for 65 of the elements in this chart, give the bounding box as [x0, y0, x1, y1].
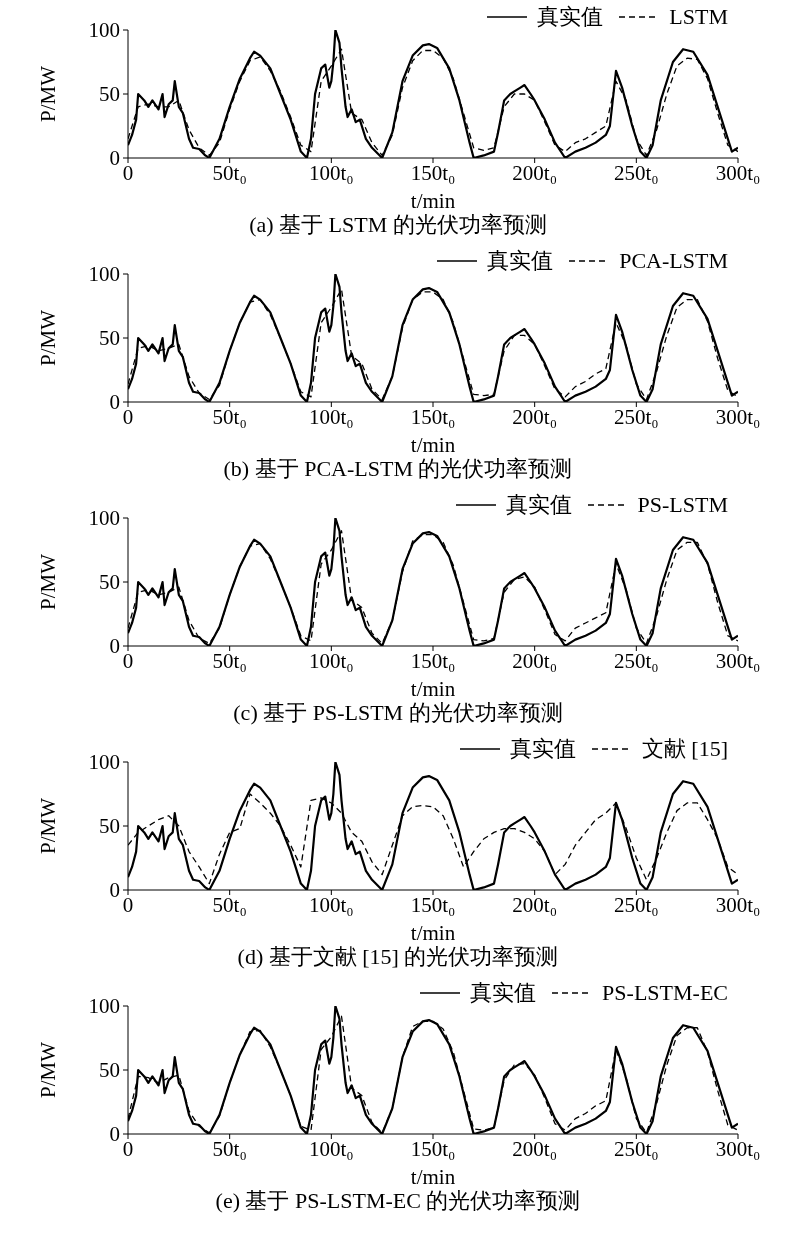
legend-label: 真实值: [505, 491, 572, 519]
x-tick-label: 300t₀: [715, 404, 761, 429]
x-tick-label: 200t₀: [512, 1136, 557, 1161]
x-tick-label: 200t₀: [512, 648, 557, 673]
legend-label: PCA-LSTM: [619, 248, 728, 274]
x-tick-label: 50t₀: [212, 160, 247, 185]
x-tick-label: 200t₀: [512, 892, 557, 917]
x-tick-label: 150t₀: [410, 648, 456, 673]
y-tick-label: 50: [99, 570, 120, 595]
legend-label: 真实值: [470, 979, 537, 1007]
legend-label: LSTM: [669, 4, 728, 30]
x-tick-label: 50t₀: [212, 648, 247, 673]
x-tick-label: 250t₀: [614, 404, 659, 429]
x-tick-label: 300t₀: [715, 160, 761, 185]
x-tick-label: 250t₀: [614, 160, 659, 185]
x-tick-label: 50t₀: [212, 892, 247, 917]
x-tick-label: 300t₀: [715, 648, 761, 673]
x-tick-label: 100t₀: [309, 404, 354, 429]
y-axis-title: P/MW: [36, 65, 61, 123]
y-tick-label: 50: [99, 1058, 120, 1083]
x-tick-label: 300t₀: [715, 892, 761, 917]
y-tick-label: 100: [88, 506, 120, 531]
x-axis-title: t/min: [410, 921, 456, 945]
x-tick-label: 300t₀: [715, 1136, 761, 1161]
x-tick-label: 50t₀: [212, 1136, 247, 1161]
legend-label: 真实值: [537, 3, 604, 31]
x-tick-label: 100t₀: [309, 648, 354, 673]
y-tick-label: 100: [88, 262, 120, 287]
y-axis-title: P/MW: [36, 309, 61, 367]
legend-label: 真实值: [487, 247, 554, 275]
x-tick-label: 100t₀: [309, 1136, 354, 1161]
y-tick-label: 50: [99, 82, 120, 107]
y-axis-title: P/MW: [36, 797, 61, 855]
text: (c) 基于 PS-LSTM 的光伏功率预测: [232, 699, 564, 727]
x-tick-label: 250t₀: [614, 648, 659, 673]
x-axis-title: t/min: [410, 677, 456, 701]
y-axis-title: P/MW: [36, 553, 61, 611]
x-tick-label: 150t₀: [410, 160, 456, 185]
x-tick-label: 100t₀: [309, 160, 354, 185]
legend-label: PS-LSTM: [637, 492, 728, 518]
x-tick-label: 200t₀: [512, 404, 557, 429]
legend-label: 文献 [15]: [641, 735, 728, 763]
text: (a) 基于 LSTM 的光伏功率预测: [248, 211, 548, 239]
text: (e) 基于 PS-LSTM-EC 的光伏功率预测: [214, 1187, 582, 1215]
x-tick-label: 50t₀: [212, 404, 247, 429]
y-tick-label: 50: [99, 326, 120, 351]
x-tick-label: 200t₀: [512, 160, 557, 185]
x-axis-title: t/min: [410, 1165, 456, 1189]
legend-label: 真实值: [509, 735, 576, 763]
x-tick-label: 250t₀: [614, 1136, 659, 1161]
y-tick-label: 50: [99, 814, 120, 839]
x-tick-label: 150t₀: [410, 404, 456, 429]
x-axis-title: t/min: [410, 433, 456, 457]
y-tick-label: 100: [88, 994, 120, 1019]
y-tick-label: 100: [88, 18, 120, 43]
text: (d) 基于文献 [15] 的光伏功率预测: [236, 943, 560, 971]
x-tick-label: 150t₀: [410, 1136, 456, 1161]
y-axis-title: P/MW: [36, 1041, 61, 1099]
x-tick-label: 250t₀: [614, 892, 659, 917]
x-tick-label: 100t₀: [309, 892, 354, 917]
legend-label: PS-LSTM-EC: [602, 980, 728, 1006]
x-axis-title: t/min: [410, 189, 456, 213]
x-tick-label: 150t₀: [410, 892, 456, 917]
text: (b) 基于 PCA-LSTM 的光伏功率预测: [222, 455, 574, 483]
y-tick-label: 100: [88, 750, 120, 775]
